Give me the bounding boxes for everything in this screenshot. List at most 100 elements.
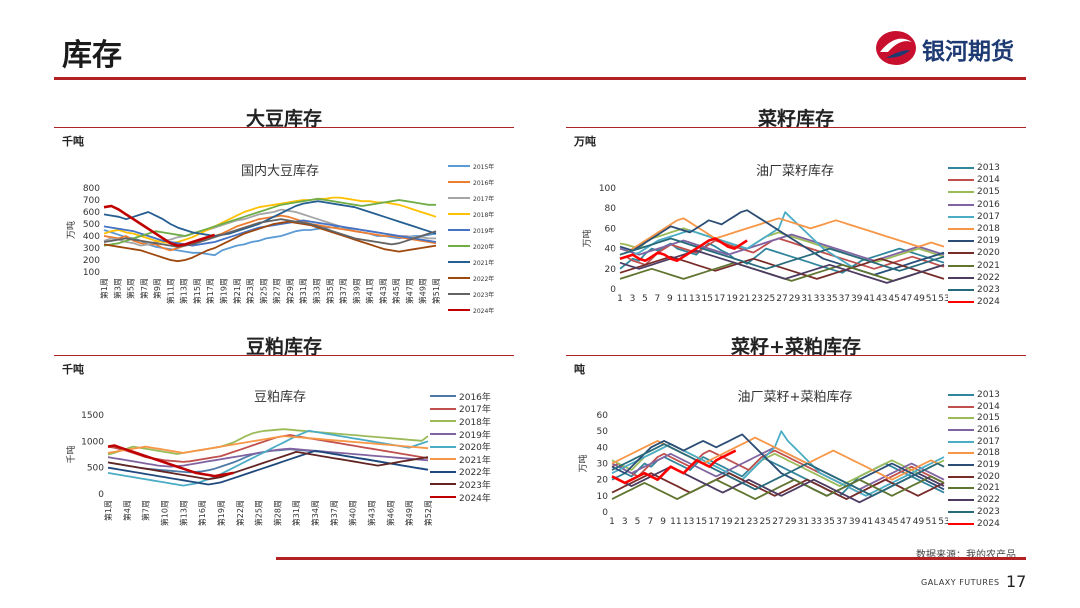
x-tick-label: 31 — [801, 294, 812, 304]
y-tick-label: 50 — [597, 427, 609, 437]
legend-item: 2016 — [948, 424, 1000, 436]
legend-item: 2021 — [948, 260, 1000, 272]
legend-label: 2017 — [977, 211, 1000, 222]
legend-item: 2021 — [948, 483, 1000, 495]
legend-swatch — [948, 264, 974, 267]
x-tick-label: 第28周 — [272, 500, 282, 526]
legend-label: 2014 — [977, 175, 1000, 186]
x-tick-label: 第22周 — [235, 500, 245, 526]
legend-item: 2022年 — [448, 270, 494, 286]
y-tick-label: 300 — [83, 244, 100, 254]
legend-label: 2014 — [977, 401, 1000, 412]
chart-legend: 2016年 2017年 2018年 2019年 2020年 2021年 2022年 2023年… — [430, 390, 510, 530]
legend-swatch — [448, 229, 470, 231]
legend-label: 2023年 — [459, 480, 491, 491]
x-tick-label: 17 — [714, 294, 725, 304]
x-tick-label: 第39周 — [351, 278, 361, 304]
legend-label: 2016年 — [459, 392, 491, 403]
legend-item: 2023年 — [448, 286, 494, 302]
unit-label: 万吨 — [574, 135, 596, 148]
legend-swatch — [948, 289, 974, 292]
legend-label: 2020年 — [459, 443, 491, 454]
x-tick-label: 39 — [851, 294, 863, 304]
x-tick-label: 第4周 — [122, 500, 132, 521]
legend-item: 2014 — [948, 174, 1000, 186]
legend-item: 2021年 — [430, 453, 491, 466]
legend-swatch — [448, 293, 470, 295]
panel-divider — [566, 127, 1026, 128]
x-tick-label: 第47周 — [404, 278, 414, 304]
legend-item: 2015年 — [448, 158, 494, 174]
legend-item: 2023 — [948, 284, 1000, 296]
legend-swatch — [448, 165, 470, 167]
legend-swatch — [948, 228, 974, 231]
x-tick-label: 15 — [696, 517, 707, 527]
legend-item: 2022 — [948, 494, 1000, 506]
x-tick-label: 25 — [764, 294, 775, 304]
legend-swatch — [448, 245, 470, 247]
x-tick-label: 19 — [721, 517, 733, 527]
series-line-2021年 — [103, 200, 437, 237]
legend-item: 2018 — [948, 223, 1000, 235]
legend-swatch — [448, 197, 470, 199]
x-tick-label: 41 — [864, 294, 875, 304]
legend-item: 2017 — [948, 211, 1000, 223]
chart-legend: 2013 2014 2015 2016 2017 2018 2019 2020 2021 2022… — [948, 389, 1018, 529]
x-tick-label: 45 — [887, 517, 898, 527]
legend-item: 2020 — [948, 247, 1000, 259]
legend-item: 2017 — [948, 436, 1000, 448]
x-tick-label: 第33周 — [311, 278, 321, 304]
series-line-2017年 — [107, 434, 429, 463]
x-tick-label: 第27周 — [272, 278, 282, 304]
legend-item: 2024年 — [448, 302, 494, 318]
legend-label: 2021年 — [473, 259, 495, 267]
legend-label: 2021 — [977, 260, 1000, 271]
legend-swatch — [430, 420, 456, 423]
legend-label: 2019 — [977, 460, 1000, 471]
header-divider — [54, 77, 1026, 80]
x-tick-label: 47 — [900, 517, 911, 527]
x-tick-label: 第5周 — [126, 278, 136, 299]
legend-label: 2016年 — [473, 179, 495, 187]
series-line-2021年 — [107, 435, 429, 454]
legend-swatch — [948, 276, 974, 279]
x-tick-label: 9 — [660, 517, 666, 527]
series-line-2024 — [611, 449, 737, 485]
legend-label: 2021年 — [459, 455, 491, 466]
legend-swatch — [948, 167, 974, 170]
x-tick-label: 17 — [708, 517, 719, 527]
x-tick-label: 第13周 — [179, 278, 189, 304]
y-tick-label: 500 — [83, 220, 100, 230]
x-tick-label: 49 — [913, 294, 925, 304]
panel-divider — [54, 355, 514, 356]
x-tick-label: 53 — [938, 294, 948, 304]
x-tick-label: 第19周 — [219, 278, 229, 304]
x-tick-label: 第23周 — [245, 278, 255, 304]
series-line-2023 — [611, 443, 945, 497]
series-line-2023年 — [103, 218, 437, 248]
x-tick-label: 第35周 — [325, 278, 335, 304]
x-tick-label: 第16周 — [197, 500, 207, 526]
legend-swatch — [448, 261, 470, 263]
series-line-2014 — [619, 237, 945, 270]
legend-swatch — [948, 179, 974, 182]
y-tick-label: 200 — [83, 256, 100, 266]
x-tick-label: 第11周 — [165, 278, 175, 304]
legend-swatch — [430, 483, 456, 486]
x-tick-label: 23 — [747, 517, 758, 527]
series-line-2023年 — [107, 451, 429, 481]
x-tick-label: 第52周 — [423, 500, 432, 526]
legend-item: 2018年 — [430, 415, 491, 428]
legend-swatch — [430, 458, 456, 461]
y-tick-label: 1500 — [81, 411, 104, 421]
series-line-2019 — [611, 433, 945, 497]
x-tick-label: 25 — [760, 517, 771, 527]
unit-label: 千吨 — [62, 363, 84, 376]
y-tick-label: 20 — [605, 265, 617, 275]
legend-label: 2022年 — [473, 275, 495, 283]
x-tick-label: 第46周 — [385, 500, 395, 526]
y-tick-label: 30 — [597, 460, 609, 470]
legend-label: 2013 — [977, 389, 1000, 400]
